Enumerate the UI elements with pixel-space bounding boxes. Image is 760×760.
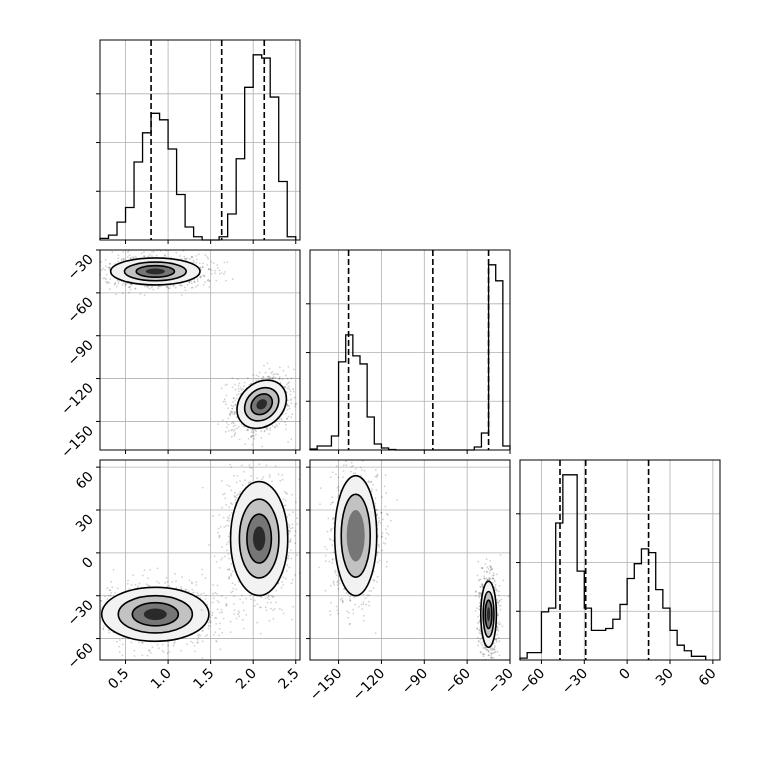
hist-panel-p0-frame [99, 39, 301, 241]
hist-panel-p1-frame [309, 249, 511, 451]
pair-panel-p0-p1-contour [256, 399, 267, 410]
pair-panel-p0-p2-contour [253, 526, 266, 551]
pair-panel-p1-p2-contour [486, 607, 491, 622]
hist-panel-p2-histogram [519, 474, 707, 660]
pair-panel-p1-p2-frame [309, 459, 511, 661]
hist-panel-p0 [96, 39, 301, 244]
hist-panel-p2-frame [519, 459, 721, 661]
hist-panel-p1 [306, 249, 511, 454]
pair-panel-p0-p2-frame [99, 459, 301, 661]
pair-panel-p0-p1-frame [99, 249, 301, 451]
pair-panel-p1-p2-contour [346, 510, 365, 562]
pair-panel-p0-p2-contour [143, 608, 167, 621]
pair-panel-p0-p1-contour [145, 268, 165, 275]
pair-panel-p1-p2: −150 −120 −90 −60 −30 [306, 459, 517, 704]
